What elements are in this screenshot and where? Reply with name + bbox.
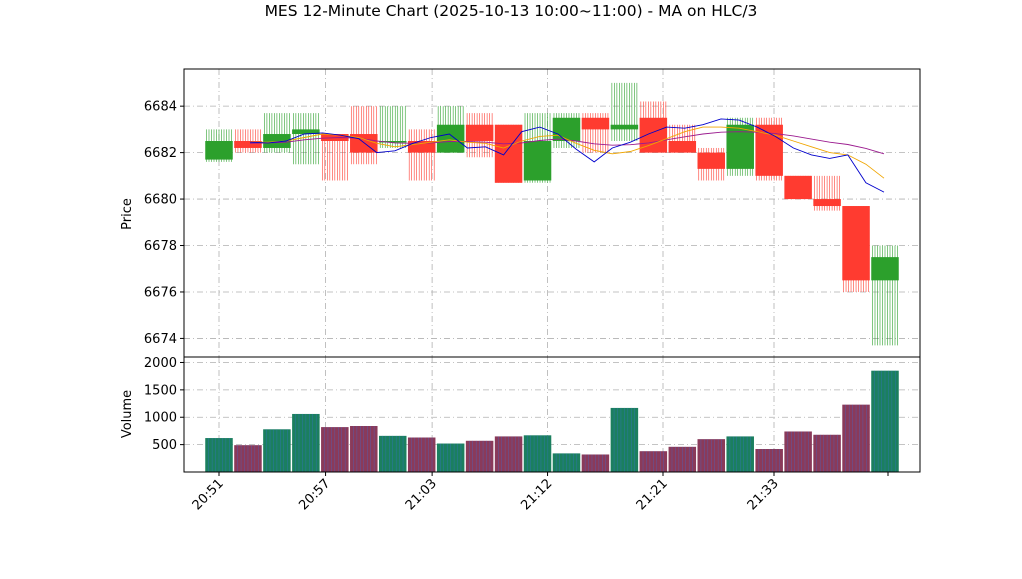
- candle-body: [234, 141, 262, 148]
- x-tick-label: 20:57: [296, 476, 333, 513]
- candle-body: [378, 141, 407, 143]
- candle: [581, 113, 610, 153]
- volume-bar: [668, 446, 697, 472]
- candle-body: [610, 124, 639, 130]
- price-tick-label: 6676: [144, 285, 177, 300]
- volume-bar: [552, 453, 581, 472]
- price-tick-label: 6684: [144, 100, 177, 115]
- volume-bar: [292, 413, 320, 472]
- candle-body: [292, 129, 320, 135]
- candle-body: [697, 152, 726, 169]
- candle-body: [842, 206, 870, 281]
- volume-bar: [321, 427, 349, 472]
- price-tick-label: 6682: [144, 146, 177, 161]
- volume-bar: [234, 445, 262, 472]
- candle: [697, 147, 726, 181]
- candle: [234, 129, 262, 153]
- volume-bar: [813, 434, 841, 472]
- x-tick-label: 21:21: [634, 476, 671, 513]
- candle: [205, 129, 233, 162]
- volume-bar: [407, 437, 436, 472]
- volume-bar: [755, 449, 783, 472]
- volume-bar: [205, 438, 233, 472]
- candle-body: [263, 134, 291, 148]
- price-panel-frame: [183, 68, 921, 358]
- volume-bar: [581, 454, 610, 472]
- volume-bar: [263, 429, 291, 472]
- volume-bar: [697, 439, 726, 472]
- volume-bar: [784, 431, 812, 472]
- volume-y-axis: 500 1000 1500 2000: [144, 356, 184, 453]
- candle: [523, 113, 552, 183]
- candle: [465, 113, 494, 158]
- volume-bar: [523, 435, 552, 472]
- candle-body: [668, 141, 697, 153]
- candle: [552, 113, 581, 148]
- candle: [813, 175, 841, 211]
- x-tick-label: 21:33: [745, 476, 782, 513]
- candle: [755, 117, 783, 181]
- price-y-axis: 6674 6676 6678 6680 6682 6684: [144, 100, 184, 347]
- volume-bar: [871, 370, 899, 472]
- candle-body: [871, 257, 899, 281]
- time-x-axis: 20:51 20:57 21:03 21:12 21:21 21:33: [190, 472, 889, 513]
- candle-body: [523, 141, 552, 181]
- ma-line-slow: [250, 126, 885, 179]
- price-tick-label: 6674: [144, 332, 177, 347]
- volume-bar: [842, 404, 870, 472]
- candle-body: [813, 199, 841, 207]
- moving-averages: [249, 118, 885, 193]
- volume-tick-label: 1000: [144, 411, 177, 426]
- volume-bar: [494, 436, 523, 472]
- candle: [639, 101, 668, 153]
- volume-bar: [436, 443, 465, 472]
- candle: [378, 106, 407, 148]
- price-grid: [184, 69, 920, 357]
- candle-body: [581, 117, 610, 130]
- price-tick-label: 6678: [144, 239, 177, 254]
- candle-body: [494, 124, 523, 183]
- ma-line-fast: [249, 118, 885, 193]
- volume-bar: [378, 435, 407, 472]
- candle: [263, 113, 291, 153]
- candle-body: [784, 175, 812, 200]
- candle: [407, 129, 436, 181]
- volume-bar: [465, 440, 494, 472]
- x-tick-label: 21:03: [403, 476, 440, 513]
- volume-tick-label: 2000: [144, 356, 177, 371]
- x-tick-label: 20:51: [190, 476, 227, 513]
- candle: [494, 124, 523, 183]
- candle: [726, 117, 754, 176]
- candle-body: [436, 124, 465, 153]
- candle: [871, 245, 899, 346]
- volume-tick-label: 1500: [144, 383, 177, 398]
- volume-panel-frame: [183, 356, 921, 473]
- candle: [784, 175, 812, 200]
- candle-body: [552, 117, 581, 141]
- candle-body: [205, 141, 233, 160]
- volume-tick-label: 500: [152, 438, 177, 453]
- volume-bar: [610, 407, 639, 472]
- price-tick-label: 6680: [144, 193, 177, 208]
- candle-body: [407, 141, 436, 153]
- price-candles: [205, 82, 899, 346]
- candle: [436, 106, 465, 153]
- price-axis-label: Price: [120, 198, 135, 230]
- x-tick-label: 21:12: [518, 476, 555, 513]
- volume-axis-label: Volume: [120, 390, 135, 438]
- candle: [350, 106, 378, 165]
- volume-bar: [350, 426, 378, 472]
- chart-title: MES 12-Minute Chart (2025-10-13 10:00~11…: [265, 2, 758, 20]
- candle: [610, 82, 639, 141]
- candle-body: [465, 124, 494, 141]
- volume-bars: [205, 370, 899, 472]
- volume-bar: [639, 451, 668, 472]
- volume-bar: [726, 436, 754, 472]
- candle: [842, 206, 870, 292]
